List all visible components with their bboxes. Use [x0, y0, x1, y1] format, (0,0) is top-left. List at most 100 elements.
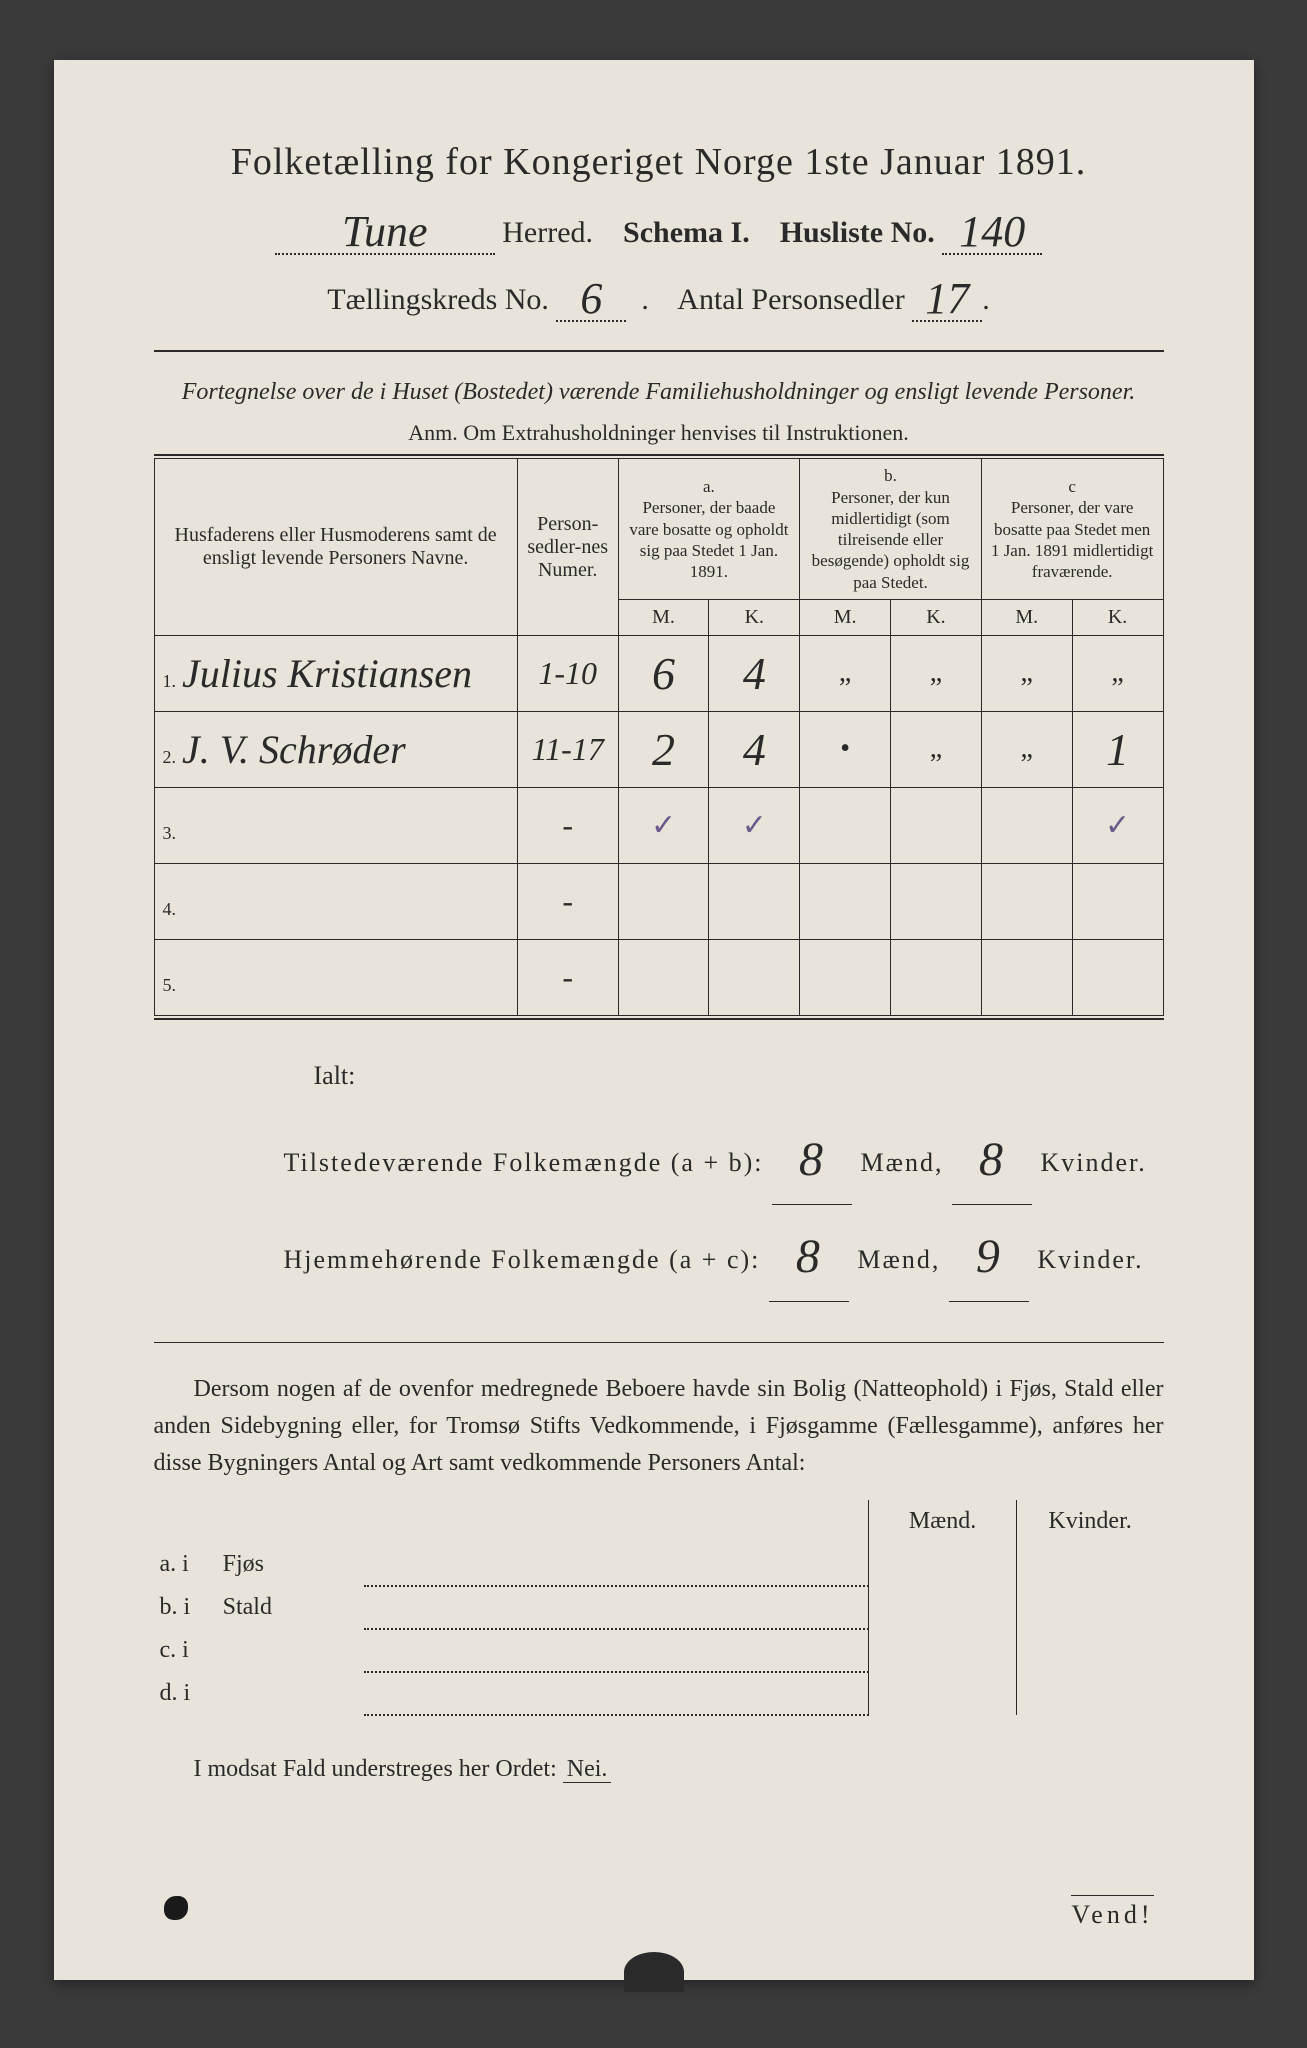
cell-b-k: „: [891, 711, 982, 787]
nei-label: I modsat Fald understreges her Ordet:: [194, 1756, 557, 1782]
page-title: Folketælling for Kongeriget Norge 1ste J…: [154, 140, 1164, 184]
building-row: d. i: [154, 1672, 1164, 1715]
total-resident-label: Hjemmehørende Folkemængde (a + c):: [284, 1245, 761, 1274]
total-resident: Hjemmehørende Folkemængde (a + c): 8 Mæn…: [284, 1205, 1164, 1302]
cell-a-m: 2: [618, 711, 709, 787]
cell-num: -: [517, 787, 618, 863]
cell-c-m: [981, 787, 1072, 863]
cell-c-m: „: [981, 711, 1072, 787]
table-row: 1.Julius Kristiansen 1-10 6 4 „ „ „ „: [154, 635, 1163, 711]
cell-a-k: [709, 939, 800, 1015]
kreds-no: 6: [556, 269, 626, 322]
ialt-label: Ialt:: [314, 1050, 1164, 1102]
th-a-text: Personer, der baade vare bosatte og opho…: [627, 497, 792, 582]
bt-lbl: a. i: [154, 1543, 217, 1586]
antal-label: Antal Personsedler: [677, 283, 904, 316]
th-name: Husfaderens eller Husmoderens samt de en…: [154, 459, 517, 636]
table-row: 4. -: [154, 863, 1163, 939]
cell-name: 1.Julius Kristiansen: [154, 635, 517, 711]
cell-b-m: „: [800, 635, 891, 711]
table-body: 1.Julius Kristiansen 1-10 6 4 „ „ „ „ 2.…: [154, 635, 1163, 1015]
cell-b-m: [800, 787, 891, 863]
bt-name: [217, 1629, 364, 1672]
bt-m: [869, 1543, 1016, 1586]
kreds-label: Tællingskreds No.: [327, 283, 549, 316]
header-line-herred: Tune Herred. Schema I. Husliste No. 140: [154, 202, 1164, 255]
cell-a-m: 6: [618, 635, 709, 711]
subheading: Fortegnelse over de i Huset (Bostedet) v…: [154, 376, 1164, 408]
bt-dots: [364, 1586, 869, 1629]
maend-label-1: Mænd,: [861, 1148, 944, 1177]
herred-value: Tune: [275, 202, 495, 255]
table-head: Husfaderens eller Husmoderens samt de en…: [154, 459, 1163, 636]
nei-word: Nei.: [563, 1756, 612, 1783]
header-line-kreds: Tællingskreds No. 6 . Antal Personsedler…: [154, 269, 1164, 322]
cell-a-k: [709, 863, 800, 939]
cell-a-k: 4: [709, 635, 800, 711]
th-c: c Personer, der vare bosatte paa Stedet …: [981, 459, 1163, 600]
bt-k: [1016, 1672, 1163, 1715]
divider-mid: [154, 1342, 1164, 1343]
kvinder-label-1: Kvinder.: [1040, 1148, 1146, 1177]
th-c-text: Personer, der vare bosatte paa Stedet me…: [990, 497, 1155, 582]
bt-m: [869, 1586, 1016, 1629]
building-row: a. i Fjøs: [154, 1543, 1164, 1586]
cell-c-m: „: [981, 635, 1072, 711]
bt-k: [1016, 1543, 1163, 1586]
cell-b-m: [800, 863, 891, 939]
th-a-m: M.: [618, 599, 709, 635]
anm-note: Anm. Om Extrahusholdninger henvises til …: [154, 420, 1164, 446]
cell-c-m: [981, 863, 1072, 939]
bt-m: [869, 1629, 1016, 1672]
cell-c-k: [1072, 939, 1163, 1015]
buildings-paragraph: Dersom nogen af de ovenfor medregnede Be…: [154, 1371, 1164, 1483]
cell-num: -: [517, 939, 618, 1015]
cell-name: 4.: [154, 863, 517, 939]
th-b: b. Personer, der kun midlertidigt (som t…: [800, 459, 982, 600]
th-b-label: b.: [808, 465, 973, 486]
totals-block: Ialt: Tilstedeværende Folkemængde (a + b…: [284, 1050, 1164, 1302]
cell-a-m: [618, 939, 709, 1015]
maend-label-2: Mænd,: [857, 1245, 940, 1274]
table-row: 5. -: [154, 939, 1163, 1015]
th-c-m: M.: [981, 599, 1072, 635]
cell-c-k: ✓: [1072, 787, 1163, 863]
th-num: Person-sedler-nes Numer.: [517, 459, 618, 636]
bt-dots: [364, 1672, 869, 1715]
cell-a-k: 4: [709, 711, 800, 787]
bt-k: [1016, 1629, 1163, 1672]
schema-label: Schema I.: [623, 216, 750, 249]
cell-c-k: 1: [1072, 711, 1163, 787]
bt-head-m: Mænd.: [869, 1500, 1016, 1543]
th-a: a. Personer, der baade vare bosatte og o…: [618, 459, 800, 600]
cell-name: 3.: [154, 787, 517, 863]
bt-lbl: c. i: [154, 1629, 217, 1672]
bt-dots: [364, 1629, 869, 1672]
page-tear: [624, 1952, 684, 1992]
cell-c-k: [1072, 863, 1163, 939]
cell-c-m: [981, 939, 1072, 1015]
kvinder-label-2: Kvinder.: [1037, 1245, 1143, 1274]
total-present-k: 8: [952, 1108, 1032, 1205]
th-b-k: K.: [891, 599, 982, 635]
total-present-m: 8: [772, 1108, 852, 1205]
husliste-no: 140: [942, 202, 1042, 255]
th-c-k: K.: [1072, 599, 1163, 635]
cell-a-k: ✓: [709, 787, 800, 863]
divider-top: [154, 350, 1164, 352]
cell-a-m: ✓: [618, 787, 709, 863]
husliste-label: Husliste No.: [780, 216, 935, 249]
total-resident-m: 8: [769, 1205, 849, 1302]
cell-c-k: „: [1072, 635, 1163, 711]
herred-label: Herred.: [502, 216, 593, 249]
vend-label: Vend!: [1071, 1895, 1153, 1930]
cell-b-k: „: [891, 635, 982, 711]
census-table-wrap: Husfaderens eller Husmoderens samt de en…: [154, 454, 1164, 1020]
building-row: c. i: [154, 1629, 1164, 1672]
cell-num: -: [517, 863, 618, 939]
bt-dots: [364, 1543, 869, 1586]
ink-blot: [164, 1896, 188, 1920]
total-resident-k: 9: [949, 1205, 1029, 1302]
th-a-label: a.: [627, 476, 792, 497]
cell-name: 5.: [154, 939, 517, 1015]
